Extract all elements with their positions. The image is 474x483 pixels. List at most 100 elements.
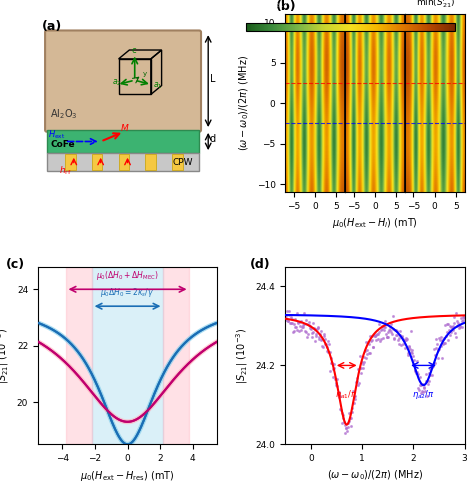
Point — [447, 323, 454, 330]
Point — [384, 328, 392, 336]
Point — [442, 339, 449, 346]
Point — [447, 324, 455, 331]
Point — [452, 333, 460, 341]
Point — [361, 358, 368, 366]
Point — [421, 387, 429, 395]
Point — [292, 315, 299, 323]
Point — [344, 423, 351, 431]
Point — [332, 380, 339, 387]
Point — [343, 427, 351, 435]
Point — [440, 334, 447, 342]
Point — [299, 321, 307, 329]
Point — [456, 323, 464, 330]
Point — [308, 333, 315, 341]
Point — [290, 327, 298, 335]
Point — [370, 343, 377, 351]
Point — [321, 340, 328, 348]
Text: (d): (d) — [249, 258, 270, 271]
Point — [334, 391, 342, 398]
Point — [431, 359, 439, 367]
Point — [413, 357, 421, 365]
Point — [298, 323, 306, 331]
Point — [368, 332, 376, 340]
Point — [423, 392, 430, 399]
Point — [452, 309, 459, 317]
Point — [455, 324, 462, 331]
Point — [459, 316, 467, 324]
Point — [285, 307, 292, 314]
Point — [393, 331, 401, 339]
Point — [432, 344, 439, 352]
Point — [304, 333, 311, 341]
Point — [296, 318, 304, 326]
Text: (a): (a) — [42, 20, 62, 33]
Point — [282, 316, 290, 324]
Point — [347, 414, 355, 422]
Point — [410, 356, 418, 364]
Point — [314, 324, 322, 332]
Point — [323, 347, 330, 355]
Point — [325, 340, 333, 348]
Point — [438, 354, 446, 362]
Point — [325, 348, 332, 356]
Point — [366, 349, 374, 356]
Point — [393, 327, 401, 335]
Point — [305, 321, 312, 329]
Point — [457, 314, 465, 322]
Point — [417, 381, 425, 389]
Point — [288, 319, 296, 327]
Point — [318, 336, 326, 343]
Point — [348, 404, 356, 412]
Point — [363, 338, 370, 345]
Y-axis label: $|S_{21}|$ ($10^{-3}$): $|S_{21}|$ ($10^{-3}$) — [0, 327, 11, 384]
Point — [362, 354, 369, 362]
Point — [303, 320, 310, 328]
Point — [454, 317, 461, 325]
Point — [332, 381, 340, 388]
Point — [424, 381, 432, 388]
Point — [306, 322, 314, 330]
X-axis label: $(\omega-\omega_0)/(2\pi)$ (MHz): $(\omega-\omega_0)/(2\pi)$ (MHz) — [327, 469, 423, 482]
Point — [427, 361, 435, 369]
Point — [424, 377, 431, 385]
Point — [373, 337, 380, 344]
Point — [345, 419, 352, 426]
Text: $\mu_0\Delta H_0=2\kappa_s/\gamma$: $\mu_0\Delta H_0=2\kappa_s/\gamma$ — [100, 286, 155, 299]
Point — [409, 349, 416, 356]
Point — [323, 342, 331, 350]
Point — [374, 335, 382, 343]
Point — [450, 319, 457, 327]
Point — [369, 343, 376, 351]
Point — [328, 359, 336, 367]
Text: $\eta_{a2}/\pi$: $\eta_{a2}/\pi$ — [412, 388, 435, 401]
Point — [405, 342, 412, 350]
Point — [315, 336, 323, 343]
Point — [319, 342, 326, 350]
Point — [444, 336, 452, 344]
Point — [356, 365, 364, 372]
Point — [291, 323, 299, 331]
Point — [357, 369, 365, 377]
Point — [336, 392, 344, 399]
Point — [356, 353, 364, 360]
Point — [347, 422, 355, 430]
Point — [328, 359, 335, 367]
Point — [340, 418, 348, 426]
Point — [420, 384, 428, 391]
Point — [289, 315, 296, 323]
Text: min($S_{21}^l$): min($S_{21}^l$) — [416, 0, 455, 10]
Text: CoFe: CoFe — [50, 140, 75, 149]
Point — [322, 340, 330, 348]
Point — [340, 414, 347, 422]
Point — [398, 333, 405, 341]
Point — [431, 351, 438, 359]
Point — [434, 346, 442, 354]
Point — [353, 378, 360, 385]
Point — [398, 332, 406, 340]
Point — [389, 313, 396, 320]
Point — [428, 371, 435, 379]
Point — [382, 330, 390, 338]
Point — [338, 419, 346, 426]
Point — [390, 334, 398, 342]
Point — [295, 327, 303, 335]
